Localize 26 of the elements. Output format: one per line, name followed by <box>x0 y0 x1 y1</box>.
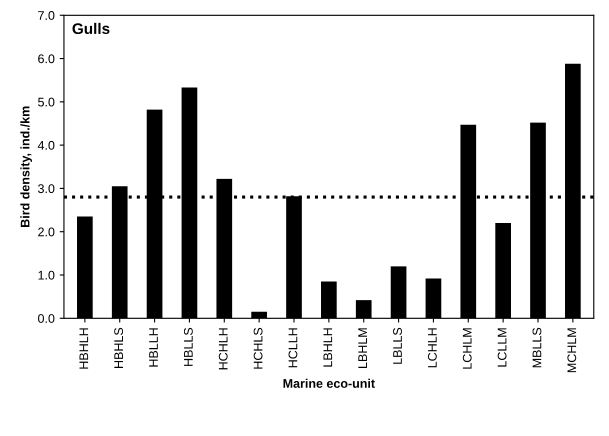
x-tick-label: MBLLS <box>532 328 542 368</box>
x-tick-label: LCHLH <box>428 328 437 368</box>
x-tick-label: LCLLM <box>498 328 506 367</box>
x-tick-label: HCHLH <box>218 328 228 370</box>
y-tick-label: 2.0 <box>38 228 54 236</box>
x-tick-label: LBHLM <box>358 328 367 368</box>
x-tick-label: HCHLS <box>254 328 262 369</box>
y-tick-label: 5.0 <box>38 98 54 106</box>
y-axis-title: Bird density, ind./km <box>20 106 32 227</box>
chart-title: Gulls <box>72 22 110 34</box>
y-tick-label: 0.0 <box>38 314 54 323</box>
x-tick-label: HBLLH <box>149 328 158 367</box>
x-tick-label: HCLLH <box>288 328 298 368</box>
x-tick-label: HBHLH <box>79 328 88 369</box>
y-tick-label: 4.0 <box>38 140 54 150</box>
y-tick-label: 3.0 <box>38 184 54 194</box>
x-tick-label: MCHLM <box>567 328 576 372</box>
x-tick-label: LBLLS <box>393 328 402 364</box>
y-tick-label: 6.0 <box>38 54 54 64</box>
x-tick-label: LCHLM <box>462 328 472 369</box>
x-tick-label: HBLLS <box>184 328 193 366</box>
x-axis-title: Marine eco-unit <box>284 378 375 388</box>
y-tick-label: 1.0 <box>38 270 54 280</box>
x-tick-label: HBHLS <box>114 328 124 368</box>
y-tick-label: 7.0 <box>38 11 54 20</box>
x-tick-label: LBHLH <box>323 328 332 367</box>
